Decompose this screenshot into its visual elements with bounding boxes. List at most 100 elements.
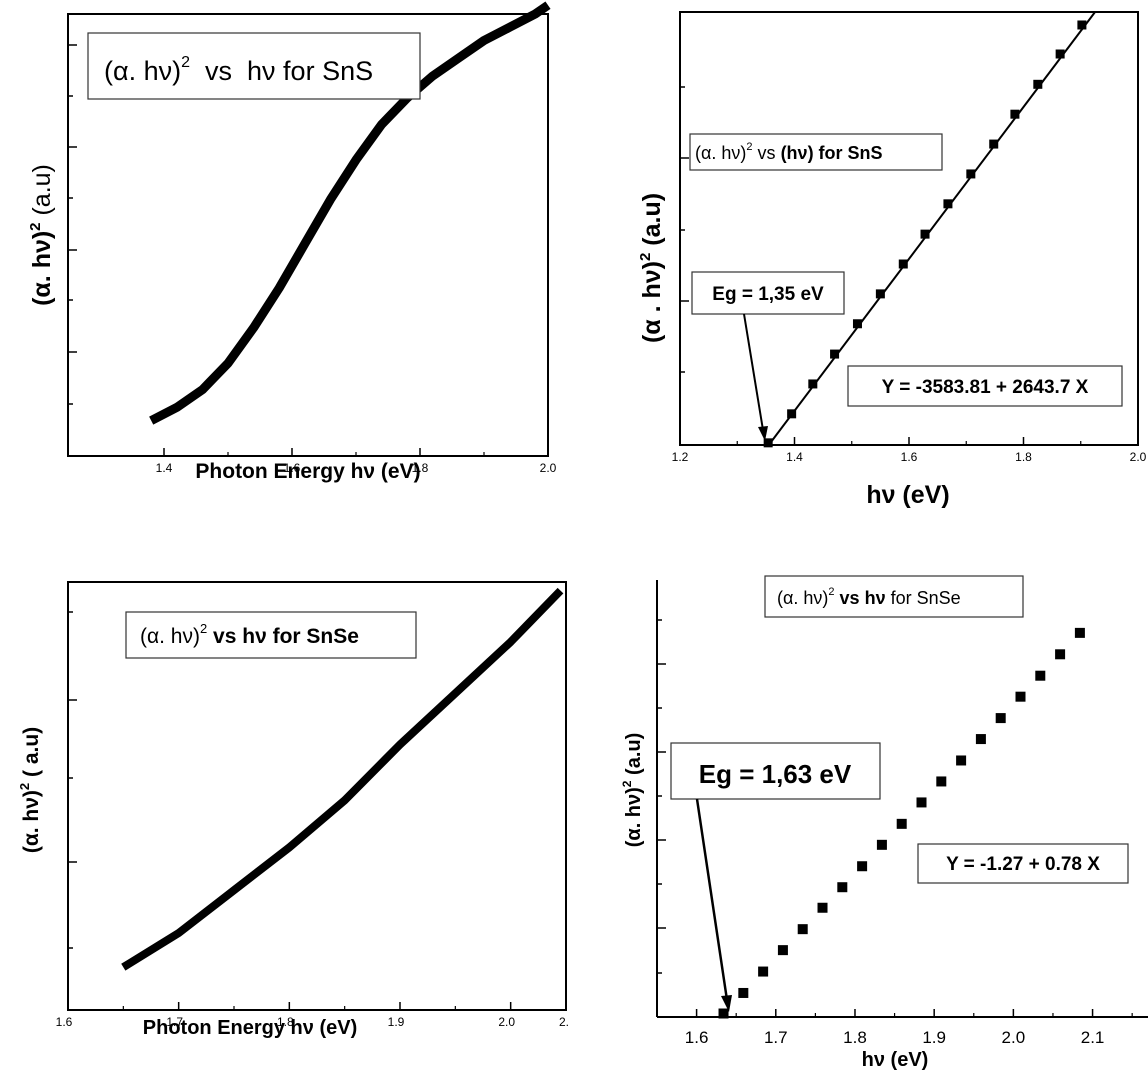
- band-gap-label: Eg = 1,35 eV: [712, 284, 824, 305]
- data-point: [797, 924, 808, 935]
- x-axis-ticks: 1.4 1.6 1.8 2.0: [156, 448, 557, 475]
- x-tick-label: 1.7: [166, 1015, 183, 1029]
- data-point: [1035, 670, 1046, 681]
- data-point: [787, 409, 797, 419]
- data-point: [995, 713, 1006, 724]
- data-point: [738, 987, 749, 998]
- chart-panel-sns-fit: 1.2 1.4 1.6 1.8 2.0 (α. hν)2 vs (hν) for SnS…: [637, 11, 1147, 509]
- y-axis-label: (α. hν)2 (a.u): [27, 164, 56, 306]
- x-axis-label: hν (eV): [862, 1049, 929, 1070]
- data-point: [857, 861, 868, 872]
- y-axis-label: (α . hν)2 (a.u): [637, 193, 666, 343]
- data-point: [1074, 627, 1085, 638]
- series-line: [121, 587, 564, 971]
- series-marks: [149, 1, 551, 425]
- fit-equation-box: [847, 365, 1123, 407]
- y-axis-ticks: [68, 611, 77, 949]
- series-marks: [121, 587, 564, 971]
- data-point: [837, 882, 848, 893]
- data-point: [936, 776, 947, 787]
- chart-panel-snse-curve: 1.6 1.7 1.8 1.9 2.0 2. (α. hν)2 vs hν for SnS…: [17, 581, 569, 1039]
- data-point: [852, 319, 862, 329]
- x-tick-label: 1.4: [156, 461, 173, 475]
- data-point: [817, 902, 828, 913]
- x-tick-label: 1.4: [786, 450, 803, 464]
- x-tick-label: 1.8: [412, 461, 429, 475]
- plot-frame: [67, 13, 549, 457]
- data-point: [1010, 109, 1020, 119]
- x-axis-ticks: 1.2 1.4 1.6 1.8 2.0: [672, 437, 1147, 464]
- x-tick-label: 2.1: [1081, 1028, 1105, 1047]
- data-point: [876, 839, 887, 850]
- x-tick-label: 1.6: [685, 1028, 709, 1047]
- data-point: [875, 289, 885, 299]
- y-axis-ticks: [68, 44, 77, 405]
- data-point: [1077, 20, 1087, 30]
- data-point: [916, 797, 927, 808]
- x-tick-label: 1.9: [388, 1015, 405, 1029]
- data-point: [763, 438, 773, 448]
- x-tick-label: 1.8: [1015, 450, 1032, 464]
- fit-equation: Y = -1.27 + 0.78 X: [946, 854, 1100, 875]
- legend-box: [764, 575, 1024, 618]
- x-tick-label: 2.0: [1130, 450, 1147, 464]
- data-point: [896, 818, 907, 829]
- data-point: [966, 169, 976, 179]
- x-tick-label: 1.6: [284, 461, 301, 475]
- legend-box: [125, 611, 417, 659]
- legend-title: (α. hν)2 vs (hν) for SnS: [695, 141, 883, 163]
- data-point: [758, 966, 769, 977]
- band-gap-arrowhead: [721, 995, 732, 1012]
- x-tick-label: 2.0: [1002, 1028, 1026, 1047]
- x-tick-label: 2.: [559, 1015, 569, 1029]
- x-axis-label: hν (eV): [866, 481, 949, 509]
- y-axis-ticks: [680, 86, 689, 373]
- chart-panel-snse-fit: 1.6 1.7 1.8 1.9 2.0 2.1 (α. hν)2 vs hν for Sn…: [620, 575, 1148, 1070]
- x-tick-label: 1.7: [764, 1028, 788, 1047]
- data-point: [1033, 79, 1043, 89]
- series-marks: [718, 627, 1085, 1019]
- data-point: [956, 755, 967, 766]
- x-tick-label: 1.6: [901, 450, 918, 464]
- x-axis-label: Photon Energy hν (eV): [143, 1017, 357, 1039]
- y-axis-label: (α. hν)2 (a.u): [620, 733, 645, 848]
- x-tick-label: 1.2: [672, 450, 689, 464]
- x-tick-label: 1.9: [922, 1028, 946, 1047]
- data-point: [975, 734, 986, 745]
- legend-box: [689, 133, 943, 171]
- series-line: [149, 1, 551, 425]
- data-point: [920, 229, 930, 239]
- data-point: [1015, 691, 1026, 702]
- band-gap-arrow: [695, 798, 729, 1001]
- band-gap-label-box: [670, 742, 881, 800]
- band-gap-arrow: [743, 313, 764, 431]
- y-axis-label: (α. hν)2 ( a.u): [17, 727, 43, 853]
- series-marks: [763, 11, 1096, 448]
- data-point: [1055, 49, 1065, 59]
- chart-panel-sns-curve: 1.4 1.6 1.8 2.0 (α. hν)2 vs hν for SnS Phot…: [27, 1, 557, 483]
- data-point: [943, 199, 953, 209]
- band-gap-label-box: [691, 271, 845, 315]
- band-gap-label: Eg = 1,63 eV: [699, 759, 852, 789]
- data-point: [718, 1008, 729, 1019]
- legend-title: (α. hν)2 vs hν for SnSe: [140, 621, 359, 648]
- x-tick-label: 1.8: [277, 1015, 294, 1029]
- x-axis-ticks: 1.6 1.7 1.8 1.9 2.0 2.: [56, 1002, 569, 1029]
- x-tick-label: 2.0: [540, 461, 557, 475]
- x-tick-label: 1.8: [843, 1028, 867, 1047]
- fit-equation: Y = -3583.81 + 2643.7 X: [882, 377, 1089, 398]
- data-point: [830, 349, 840, 359]
- x-tick-label: 2.0: [498, 1015, 515, 1029]
- fit-equation-box: [917, 843, 1129, 884]
- x-axis-label: Photon Energy hν (eV): [195, 460, 420, 483]
- x-tick-label: 1.6: [56, 1015, 73, 1029]
- legend-title: (α. hν)2 vs hν for SnSe: [777, 586, 961, 608]
- plot-frame: [67, 581, 567, 1011]
- band-gap-arrowhead: [758, 426, 768, 441]
- data-point: [808, 379, 818, 389]
- x-axis-ticks: 1.6 1.7 1.8 1.9 2.0 2.1: [685, 1009, 1133, 1047]
- data-point: [1055, 649, 1066, 660]
- data-point: [898, 259, 908, 269]
- y-axis-ticks: [657, 619, 666, 974]
